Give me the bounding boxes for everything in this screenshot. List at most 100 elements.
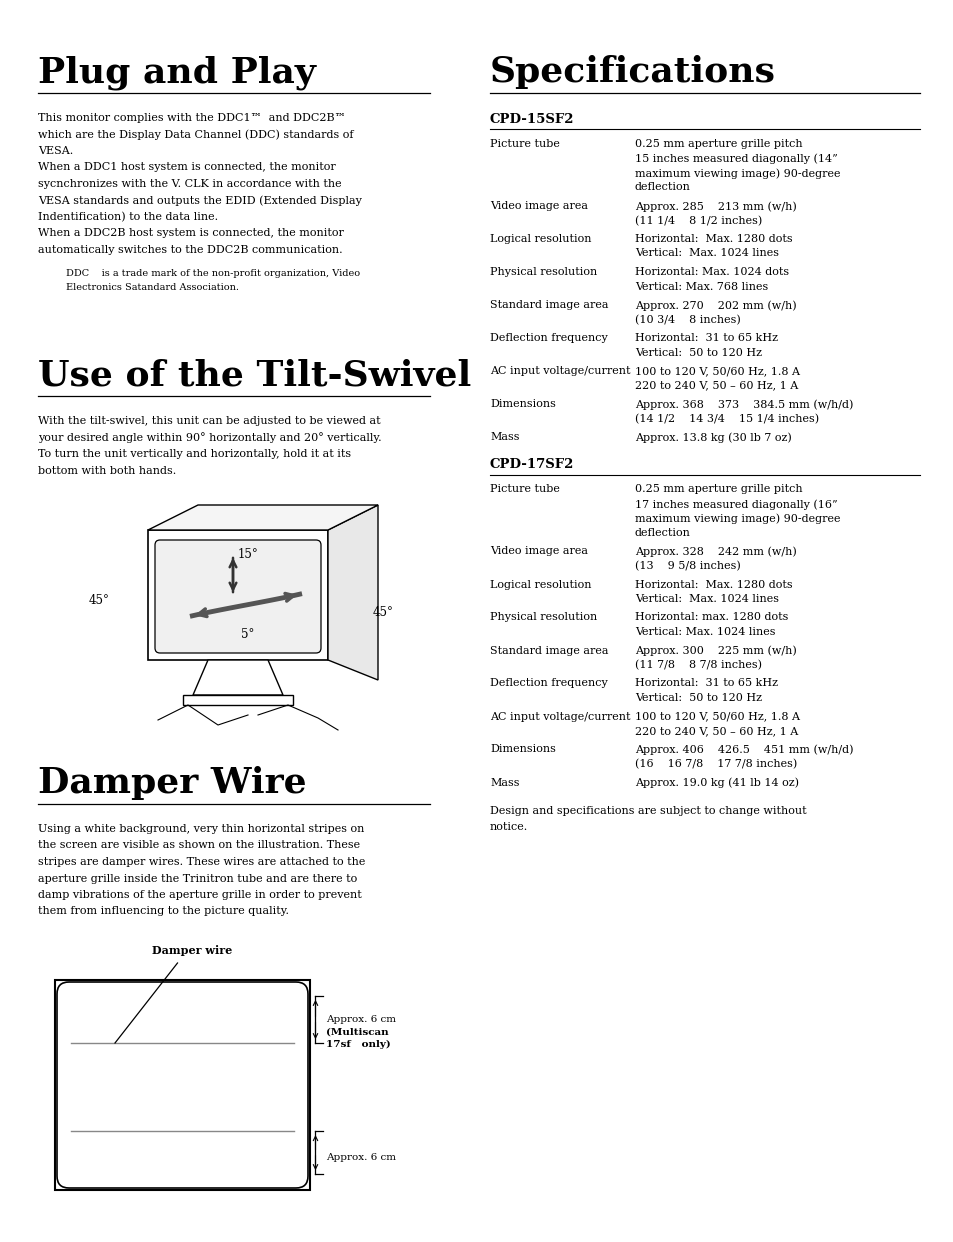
Text: Approx. 328    242 mm (w/h): Approx. 328 242 mm (w/h) (635, 546, 796, 558)
Text: When a DDC1 host system is connected, the monitor: When a DDC1 host system is connected, th… (38, 163, 335, 173)
Text: Approx. 406    426.5    451 mm (w/h/d): Approx. 406 426.5 451 mm (w/h/d) (635, 744, 853, 755)
Text: Horizontal:  Max. 1280 dots: Horizontal: Max. 1280 dots (635, 580, 792, 590)
Text: 0.25 mm aperture grille pitch: 0.25 mm aperture grille pitch (635, 139, 801, 149)
Text: Use of the Tilt-Swivel: Use of the Tilt-Swivel (38, 358, 471, 392)
Text: automatically switches to the DDC2B communication.: automatically switches to the DDC2B comm… (38, 245, 342, 255)
Text: Physical resolution: Physical resolution (490, 267, 597, 277)
Text: Horizontal:  Max. 1280 dots: Horizontal: Max. 1280 dots (635, 233, 792, 243)
Text: maximum viewing image) 90-degree: maximum viewing image) 90-degree (635, 168, 840, 179)
Bar (55, 980, 310, 1190)
Text: Horizontal:  31 to 65 kHz: Horizontal: 31 to 65 kHz (635, 678, 778, 688)
Text: CPD-17SF2: CPD-17SF2 (490, 458, 574, 472)
Text: Standard image area: Standard image area (490, 646, 608, 656)
Text: Approx. 6 cm: Approx. 6 cm (326, 1153, 395, 1163)
Text: (14 1/2    14 3/4    15 1/4 inches): (14 1/2 14 3/4 15 1/4 inches) (635, 414, 819, 424)
Text: (Multiscan: (Multiscan (326, 1027, 388, 1037)
Bar (148, 530, 328, 660)
Text: Electronics Satandard Association.: Electronics Satandard Association. (66, 283, 239, 293)
Text: Deflection frequency: Deflection frequency (490, 678, 607, 688)
Text: 100 to 120 V, 50/60 Hz, 1.8 A: 100 to 120 V, 50/60 Hz, 1.8 A (635, 712, 800, 722)
Text: When a DDC2B host system is connected, the monitor: When a DDC2B host system is connected, t… (38, 229, 343, 238)
Text: 5°: 5° (241, 628, 254, 642)
Text: VESA.: VESA. (38, 147, 73, 156)
Text: With the tilt-swivel, this unit can be adjusted to be viewed at: With the tilt-swivel, this unit can be a… (38, 416, 380, 426)
Text: Plug and Play: Plug and Play (38, 55, 315, 89)
Text: Vertical: Max. 768 lines: Vertical: Max. 768 lines (635, 282, 767, 292)
Text: Using a white background, very thin horizontal stripes on: Using a white background, very thin hori… (38, 823, 364, 833)
Text: (16    16 7/8    17 7/8 inches): (16 16 7/8 17 7/8 inches) (635, 759, 797, 769)
Text: VESA standards and outputs the EDID (Extended Display: VESA standards and outputs the EDID (Ext… (38, 195, 361, 206)
Text: Standard image area: Standard image area (490, 301, 608, 310)
Text: the screen are visible as shown on the illustration. These: the screen are visible as shown on the i… (38, 841, 359, 851)
Text: Vertical:  50 to 120 Hz: Vertical: 50 to 120 Hz (635, 693, 761, 703)
Text: Deflection frequency: Deflection frequency (490, 333, 607, 343)
Text: (11 1/4    8 1/2 inches): (11 1/4 8 1/2 inches) (635, 216, 761, 226)
Text: This monitor complies with the DDC1™  and DDC2B™: This monitor complies with the DDC1™ and… (38, 113, 345, 123)
Text: 45°: 45° (373, 606, 394, 620)
Text: which are the Display Data Channel (DDC) standards of: which are the Display Data Channel (DDC)… (38, 129, 354, 140)
Text: Vertical:  Max. 1024 lines: Vertical: Max. 1024 lines (635, 248, 779, 258)
Text: To turn the unit vertically and horizontally, hold it at its: To turn the unit vertically and horizont… (38, 450, 351, 460)
Text: AC input voltage/current: AC input voltage/current (490, 712, 630, 722)
Text: Horizontal: Max. 1024 dots: Horizontal: Max. 1024 dots (635, 267, 788, 277)
Text: 17 inches measured diagonally (16”: 17 inches measured diagonally (16” (635, 499, 837, 509)
Text: Dimensions: Dimensions (490, 744, 556, 754)
Text: sycnchronizes with the V. CLK in accordance with the: sycnchronizes with the V. CLK in accorda… (38, 179, 341, 189)
Text: 15 inches measured diagonally (14”: 15 inches measured diagonally (14” (635, 154, 837, 164)
Text: Picture tube: Picture tube (490, 139, 559, 149)
Text: 45°: 45° (89, 594, 110, 606)
Text: Dimensions: Dimensions (490, 399, 556, 409)
Text: damp vibrations of the aperture grille in order to prevent: damp vibrations of the aperture grille i… (38, 891, 361, 900)
Text: Video image area: Video image area (490, 201, 587, 211)
Text: Approx. 368    373    384.5 mm (w/h/d): Approx. 368 373 384.5 mm (w/h/d) (635, 399, 853, 410)
Text: Approx. 285    213 mm (w/h): Approx. 285 213 mm (w/h) (635, 201, 796, 211)
Polygon shape (328, 505, 377, 681)
Polygon shape (193, 660, 283, 696)
Polygon shape (148, 505, 377, 530)
Text: deflection: deflection (635, 183, 690, 193)
Text: Approx. 6 cm: Approx. 6 cm (326, 1016, 395, 1025)
Text: Approx. 19.0 kg (41 lb 14 oz): Approx. 19.0 kg (41 lb 14 oz) (635, 777, 799, 789)
Text: Horizontal: max. 1280 dots: Horizontal: max. 1280 dots (635, 612, 787, 622)
Text: your desired angle within 90° horizontally and 20° vertically.: your desired angle within 90° horizontal… (38, 432, 381, 443)
Text: aperture grille inside the Trinitron tube and are there to: aperture grille inside the Trinitron tub… (38, 873, 356, 883)
Text: bottom with both hands.: bottom with both hands. (38, 466, 176, 476)
Text: 0.25 mm aperture grille pitch: 0.25 mm aperture grille pitch (635, 484, 801, 494)
Text: DDC    is a trade mark of the non-profit organization, Video: DDC is a trade mark of the non-profit or… (66, 270, 359, 278)
Text: 100 to 120 V, 50/60 Hz, 1.8 A: 100 to 120 V, 50/60 Hz, 1.8 A (635, 366, 800, 376)
Text: 220 to 240 V, 50 – 60 Hz, 1 A: 220 to 240 V, 50 – 60 Hz, 1 A (635, 380, 798, 390)
Text: Vertical:  Max. 1024 lines: Vertical: Max. 1024 lines (635, 594, 779, 604)
Text: 15°: 15° (237, 548, 258, 561)
Text: Mass: Mass (490, 777, 519, 787)
Text: Damper Wire: Damper Wire (38, 766, 306, 800)
Text: Video image area: Video image area (490, 546, 587, 556)
Text: stripes are damper wires. These wires are attached to the: stripes are damper wires. These wires ar… (38, 857, 365, 867)
Text: Specifications: Specifications (490, 55, 775, 89)
Text: maximum viewing image) 90-degree: maximum viewing image) 90-degree (635, 513, 840, 524)
Text: deflection: deflection (635, 528, 690, 538)
Polygon shape (183, 696, 293, 705)
Text: Approx. 13.8 kg (30 lb 7 oz): Approx. 13.8 kg (30 lb 7 oz) (635, 432, 791, 442)
Text: them from influencing to the picture quality.: them from influencing to the picture qua… (38, 907, 289, 917)
Text: Physical resolution: Physical resolution (490, 612, 597, 622)
Text: Damper wire: Damper wire (152, 945, 233, 956)
Text: CPD-15SF2: CPD-15SF2 (490, 113, 574, 125)
Text: Design and specifications are subject to change without: Design and specifications are subject to… (490, 806, 806, 816)
Text: notice.: notice. (490, 822, 528, 832)
FancyBboxPatch shape (154, 540, 320, 653)
FancyBboxPatch shape (57, 982, 308, 1189)
Text: (11 7/8    8 7/8 inches): (11 7/8 8 7/8 inches) (635, 660, 761, 671)
Text: (13    9 5/8 inches): (13 9 5/8 inches) (635, 561, 740, 571)
Text: Logical resolution: Logical resolution (490, 580, 591, 590)
Text: Vertical:  50 to 120 Hz: Vertical: 50 to 120 Hz (635, 348, 761, 358)
Text: Approx. 270    202 mm (w/h): Approx. 270 202 mm (w/h) (635, 301, 796, 310)
Text: (10 3/4    8 inches): (10 3/4 8 inches) (635, 314, 740, 325)
Text: Vertical: Max. 1024 lines: Vertical: Max. 1024 lines (635, 627, 775, 637)
Text: 220 to 240 V, 50 – 60 Hz, 1 A: 220 to 240 V, 50 – 60 Hz, 1 A (635, 727, 798, 737)
Text: Horizontal:  31 to 65 kHz: Horizontal: 31 to 65 kHz (635, 333, 778, 343)
Text: 17sf   only): 17sf only) (326, 1040, 391, 1048)
Text: Mass: Mass (490, 432, 519, 442)
Text: Indentification) to the data line.: Indentification) to the data line. (38, 212, 218, 222)
Text: AC input voltage/current: AC input voltage/current (490, 366, 630, 376)
Text: Approx. 300    225 mm (w/h): Approx. 300 225 mm (w/h) (635, 646, 796, 656)
